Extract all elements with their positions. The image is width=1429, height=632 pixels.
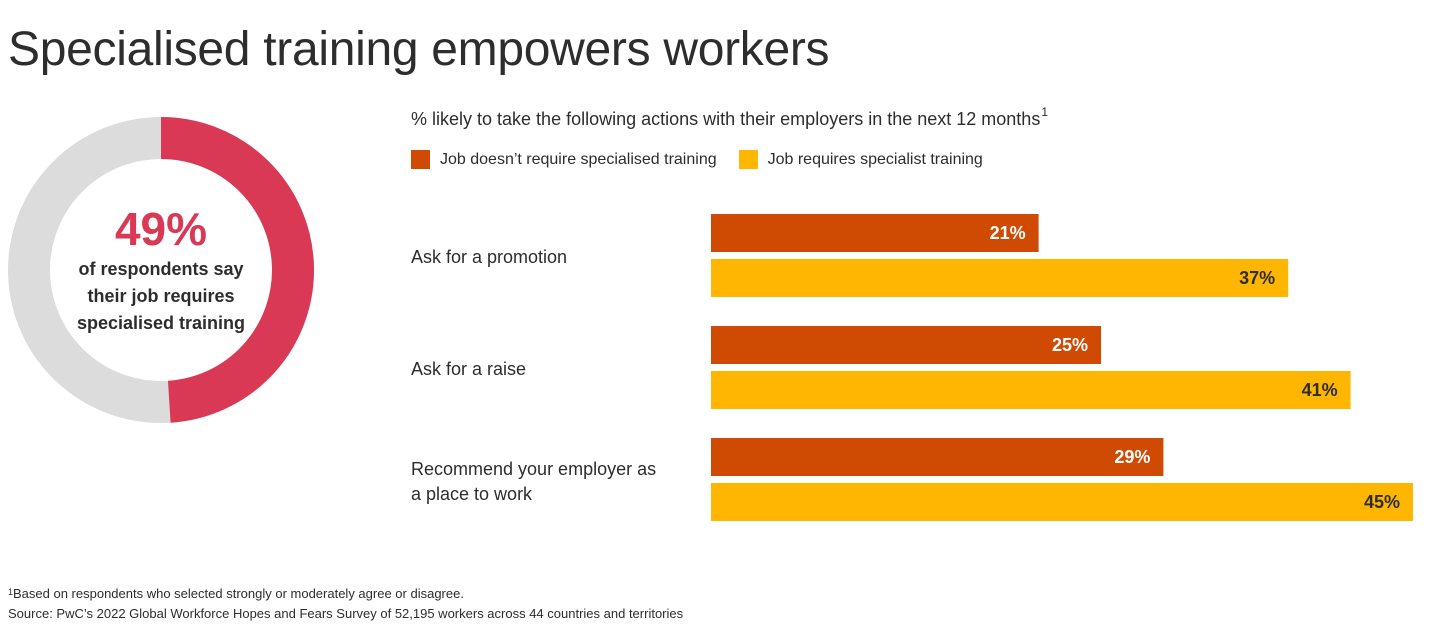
donut-caption-line-2: their job requires: [87, 285, 235, 306]
category-label-promotion: Ask for a promotion: [411, 245, 567, 270]
category-label-line: Recommend your employer as: [411, 459, 657, 479]
legend-item-training: Job requires specialist training: [738, 150, 983, 169]
legend-label-training: Job requires specialist training: [767, 150, 983, 168]
bar-value-label: 41%: [1302, 380, 1338, 400]
footnote-source: Source: PwC’s 2022 Global Workforce Hope…: [8, 606, 684, 621]
donut-caption-line-3: specialised training: [76, 312, 246, 333]
category-label-recommend: Recommend your employer as a place to wo…: [411, 457, 656, 507]
legend-item-no-training: Job doesn’t require specialised training: [411, 150, 717, 169]
chart-subtitle-text: % likely to take the following actions w…: [411, 109, 1041, 129]
donut-ring: [8, 117, 314, 423]
donut-filled-arc: [160, 117, 314, 423]
bar-value-label: 37%: [1239, 268, 1275, 288]
bar-value-label: 29%: [1114, 447, 1150, 467]
subtitle-footnote-marker: 1: [1041, 105, 1049, 119]
bar-value-label: 25%: [1052, 335, 1088, 355]
donut-caption-line-1: of respondents say: [78, 258, 244, 279]
legend-swatch-no-training: [411, 150, 430, 169]
footnote: 1Based on respondents who selected stron…: [8, 584, 683, 624]
donut-percent: 49%: [114, 202, 208, 255]
chart-legend: Job doesn’t require specialised training…: [411, 150, 1005, 169]
bar-no-training-2: [711, 438, 1164, 476]
bar-value-label: 45%: [1364, 492, 1400, 512]
footnote-marker: 1: [8, 587, 14, 597]
page-title: Specialised training empowers workers: [8, 23, 830, 76]
bar-value-label: 21%: [990, 223, 1026, 243]
category-label-raise: Ask for a raise: [411, 357, 526, 382]
donut-center-text: 49% of respondents say their job require…: [8, 117, 314, 423]
category-label-line: Ask for a promotion: [411, 247, 568, 267]
bar-training-2: [711, 483, 1413, 521]
donut-chart: 49% of respondents say their job require…: [8, 117, 314, 423]
footnote-text: Based on respondents who selected strong…: [13, 586, 464, 601]
legend-swatch-training: [738, 150, 758, 169]
legend-label-no-training: Job doesn’t require specialised training: [440, 150, 717, 168]
footnote-line-1: 1Based on respondents who selected stron…: [8, 584, 683, 604]
category-label-line: a place to work: [411, 484, 533, 504]
bar-training-1: [711, 371, 1351, 409]
bar-training-0: [711, 259, 1289, 297]
bar-no-training-1: [711, 326, 1101, 364]
bar-no-training-0: [711, 214, 1039, 252]
category-label-line: Ask for a raise: [411, 359, 527, 379]
chart-subtitle: % likely to take the following actions w…: [411, 105, 1048, 130]
